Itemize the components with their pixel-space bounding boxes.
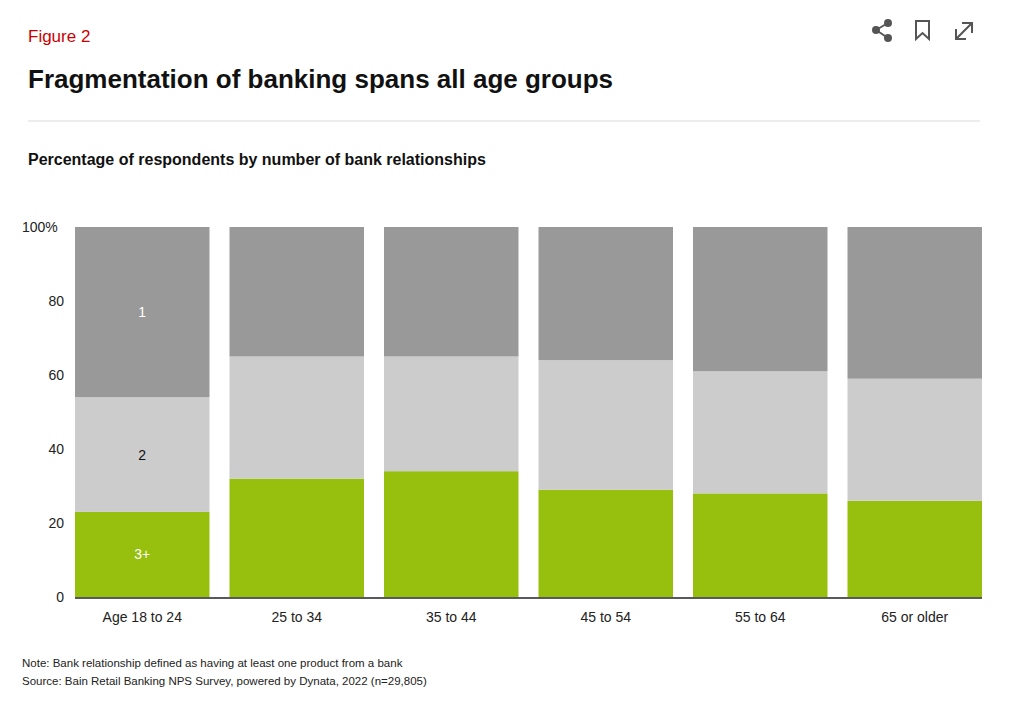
bar-segment xyxy=(539,360,674,490)
subtitle: Percentage of respondents by number of b… xyxy=(28,151,486,168)
bar-segment xyxy=(693,371,828,493)
x-tick-label: 25 to 34 xyxy=(271,609,322,625)
bars xyxy=(75,227,982,597)
expand-icon xyxy=(956,23,972,39)
bar-segment xyxy=(75,227,210,397)
note: Note: Bank relationship defined as havin… xyxy=(22,657,403,669)
toolbar-icons xyxy=(873,20,972,41)
x-tick-label: 35 to 44 xyxy=(426,609,477,625)
bar-segment xyxy=(539,490,674,597)
share-icon xyxy=(876,23,888,38)
bar-segment xyxy=(75,512,210,597)
bar-segment xyxy=(230,479,365,597)
bar-segment xyxy=(693,493,828,597)
y-tick-label: 0 xyxy=(56,589,64,605)
x-axis-line xyxy=(75,597,982,599)
y-tick-label: 20 xyxy=(48,515,64,531)
x-tick-label: Age 18 to 24 xyxy=(103,609,183,625)
bar-segment xyxy=(848,379,983,501)
bar-segment xyxy=(230,227,365,357)
x-tick-label: 45 to 54 xyxy=(580,609,631,625)
chart-svg: Figure 2 Fragmentation of banking spans a… xyxy=(0,0,1024,720)
title: Fragmentation of banking spans all age g… xyxy=(28,64,613,94)
series-label: 2 xyxy=(138,447,146,463)
series-label: 1 xyxy=(138,304,146,320)
note: Source: Bain Retail Banking NPS Survey, … xyxy=(22,675,427,687)
series-label: 3+ xyxy=(134,546,150,562)
background xyxy=(0,0,1024,720)
bar-segment xyxy=(693,227,828,371)
y-tick-label: 100% xyxy=(22,219,58,235)
bar-segment xyxy=(848,227,983,379)
bar-segment xyxy=(539,227,674,360)
y-tick-label: 80 xyxy=(48,293,64,309)
y-tick-label: 40 xyxy=(48,441,64,457)
chart-root: Figure 2 Fragmentation of banking spans a… xyxy=(0,0,1024,720)
bar-segment xyxy=(848,501,983,597)
x-tick-label: 55 to 64 xyxy=(735,609,786,625)
bar-segment xyxy=(384,357,519,472)
bar-segment xyxy=(384,227,519,357)
bar-segment xyxy=(75,397,210,512)
y-tick-label: 60 xyxy=(48,367,64,383)
figure-label: Figure 2 xyxy=(28,27,90,46)
bookmark-icon xyxy=(916,21,929,39)
separator xyxy=(28,121,980,122)
bar-segment xyxy=(384,471,519,597)
bar-segment xyxy=(230,357,365,479)
x-tick-label: 65 or older xyxy=(881,609,948,625)
